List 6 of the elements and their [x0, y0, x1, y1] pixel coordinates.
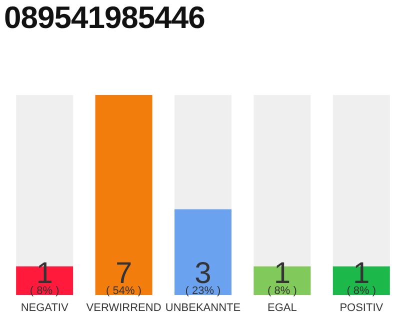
x-tick-label: EGAL — [268, 302, 297, 314]
chart-title: 089541985446 — [4, 0, 205, 36]
x-tick-label: NEGATIV — [20, 302, 69, 314]
x-tick-label: VERWIRREND — [86, 302, 162, 314]
x-tick-label: UNBEKANNTE — [165, 302, 241, 314]
x-tick-label: POSITIV — [340, 302, 384, 314]
